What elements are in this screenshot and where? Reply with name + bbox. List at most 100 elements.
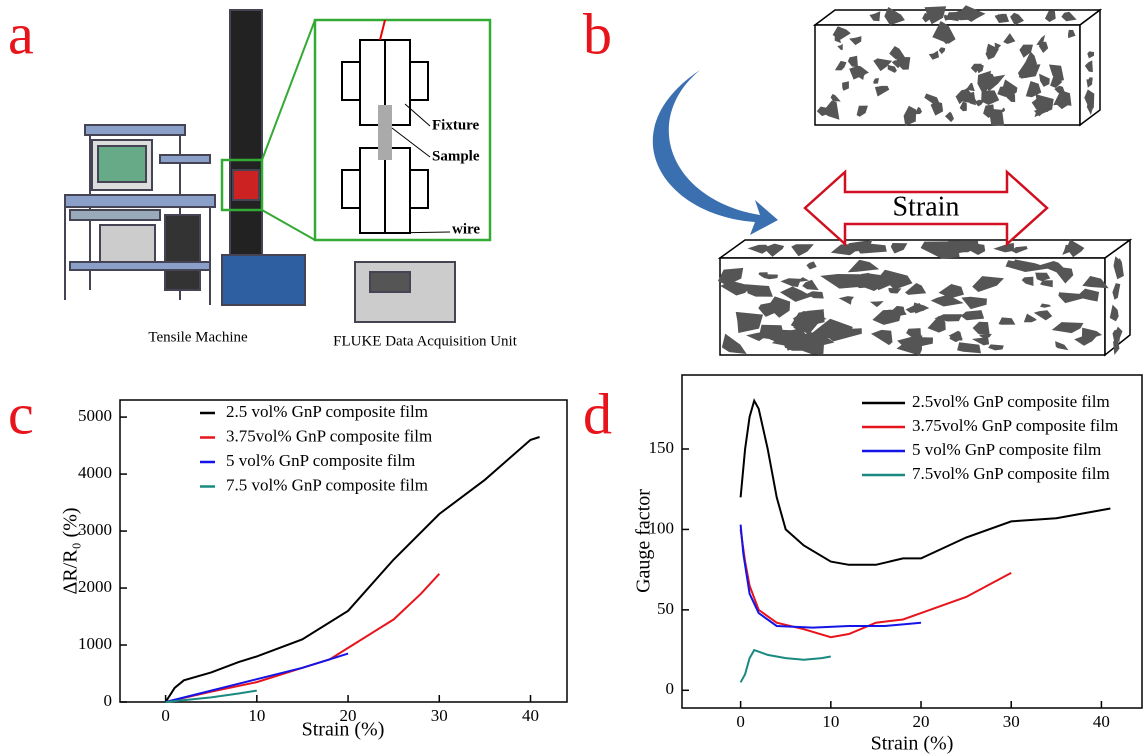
tensile-setup	[64, 9, 492, 323]
flake	[938, 47, 946, 55]
flake	[1040, 303, 1052, 308]
y-tick-label: 0	[104, 691, 113, 710]
flake	[717, 267, 744, 286]
data-line	[739, 524, 922, 629]
flake	[1115, 263, 1122, 275]
x-tick-label: 30	[1003, 712, 1020, 731]
flake	[914, 107, 922, 115]
flake	[1023, 313, 1037, 323]
data-line	[165, 573, 441, 703]
flake	[957, 342, 981, 354]
flake	[928, 50, 939, 60]
y-tick-label: 1000	[78, 634, 112, 653]
flake	[880, 269, 913, 290]
flake	[745, 284, 773, 297]
flake	[869, 301, 884, 308]
flake	[873, 58, 893, 72]
flake	[838, 296, 854, 305]
flake	[1084, 60, 1093, 73]
x-tick-label: 20	[913, 712, 930, 731]
y-tick-label: 3000	[78, 520, 112, 539]
x-tick-label: 30	[431, 706, 448, 725]
flake	[1068, 29, 1076, 39]
flake	[997, 86, 1013, 98]
flake	[1011, 246, 1028, 254]
flake	[986, 43, 996, 56]
flake	[796, 277, 810, 282]
x-tick-label: 20	[340, 706, 357, 725]
y-axis-label: ΔR/R₀ (%)	[60, 507, 82, 594]
legend-label: 3.75vol% GnP composite film	[912, 416, 1118, 435]
flake	[972, 276, 1004, 292]
flake	[1039, 73, 1050, 87]
panel-label: d	[583, 381, 612, 446]
flake	[1061, 11, 1077, 22]
panel-label: b	[583, 1, 612, 66]
x-tick-label: 40	[1093, 712, 1110, 731]
flake	[956, 88, 978, 103]
flake	[762, 274, 778, 280]
flake	[1082, 276, 1109, 289]
annotation: Fixture	[432, 117, 480, 133]
flake	[1058, 292, 1088, 304]
flake	[998, 317, 1016, 325]
flake	[884, 7, 905, 26]
flake	[1023, 51, 1037, 71]
flake	[1010, 259, 1050, 272]
flake	[943, 39, 951, 45]
legend-label: 2.5 vol% GnP composite film	[226, 402, 428, 421]
flake	[958, 5, 986, 22]
flake	[758, 301, 783, 317]
flake	[872, 309, 902, 325]
flake	[989, 108, 1005, 126]
flake	[923, 244, 937, 253]
flake	[1086, 94, 1094, 115]
flake	[803, 311, 825, 326]
flake	[889, 46, 906, 60]
plot-frame	[119, 399, 568, 703]
flake	[856, 69, 867, 80]
flake	[1074, 334, 1098, 346]
y-tick-label: 50	[657, 599, 674, 618]
flake	[930, 294, 964, 307]
flake	[1088, 77, 1093, 83]
y-tick-label: 5000	[78, 406, 112, 425]
flake	[1021, 276, 1034, 286]
flake	[847, 259, 880, 273]
flake	[1051, 266, 1074, 284]
flake	[847, 55, 858, 67]
data-line	[739, 529, 1012, 639]
flake	[874, 85, 890, 97]
flake	[871, 329, 893, 346]
caption: FLUKE Data Acquisition Unit	[333, 333, 518, 349]
flake	[1038, 41, 1049, 53]
flake	[924, 93, 941, 106]
flake	[763, 243, 785, 257]
flake	[834, 60, 847, 71]
flake	[981, 90, 1000, 105]
flake	[1025, 81, 1042, 98]
flake	[979, 333, 992, 339]
flake	[891, 59, 904, 69]
flake	[1010, 12, 1024, 26]
flake	[834, 33, 841, 44]
flake	[959, 101, 967, 112]
legend-label: 5 vol% GnP composite film	[912, 440, 1101, 459]
flake	[1049, 64, 1064, 82]
flake	[771, 328, 811, 346]
annotation: Sample	[432, 148, 480, 164]
flake	[932, 21, 956, 44]
legend-label: 7.5 vol% GnP composite film	[226, 475, 428, 494]
flake	[1035, 272, 1051, 282]
flake	[849, 36, 862, 46]
caption: Tensile Machine	[148, 329, 248, 345]
flake	[924, 6, 947, 25]
flake	[961, 296, 987, 310]
legend-label: 7.5vol% GnP composite film	[912, 464, 1110, 483]
flake	[1003, 33, 1016, 44]
flake	[735, 311, 763, 333]
flake	[938, 284, 964, 299]
flake	[821, 100, 840, 120]
flake	[1053, 90, 1072, 106]
